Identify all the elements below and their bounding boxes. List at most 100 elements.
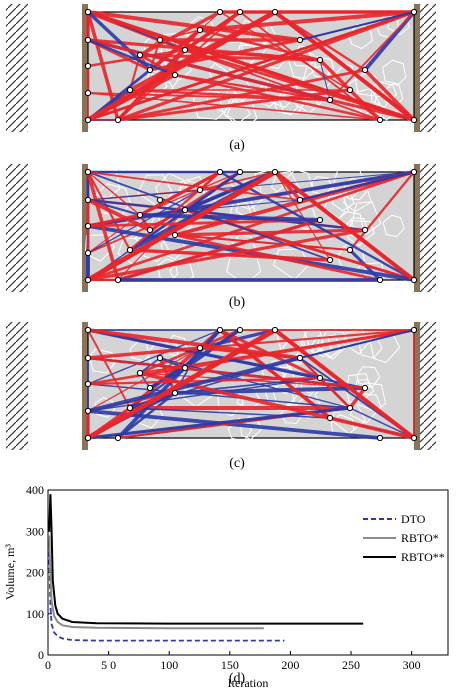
truss-node	[236, 8, 244, 16]
truss-node	[136, 51, 144, 59]
tension-member	[86, 169, 277, 283]
truss-node	[271, 168, 279, 176]
x-tick-label: 0	[45, 658, 51, 672]
series-line-rbtostarstar	[48, 494, 364, 625]
y-axis-ticks: 0 100 200 300 400	[26, 483, 52, 662]
truss-node	[181, 46, 189, 54]
tension-member	[148, 38, 302, 72]
truss-node	[216, 168, 224, 176]
tension-member	[86, 198, 152, 232]
compression-member	[87, 329, 221, 385]
truss-node	[114, 434, 122, 442]
support-wall	[82, 164, 88, 292]
compression-member	[87, 189, 201, 254]
truss-node	[171, 71, 179, 79]
compression-member	[87, 377, 321, 412]
y-tick-label: 400	[26, 483, 44, 497]
truss-node	[84, 62, 92, 70]
tension-member	[87, 92, 381, 121]
tension-member	[148, 28, 202, 72]
truss-node	[410, 116, 418, 124]
y-axis-label: Volume, m³	[3, 544, 17, 600]
truss-node	[84, 249, 92, 257]
tension-member	[198, 10, 416, 32]
voronoi-cell	[314, 377, 351, 413]
truss-node	[84, 222, 92, 230]
tension-member	[128, 248, 332, 262]
panel-a-label: (a)	[229, 138, 245, 153]
tension-member	[86, 346, 202, 360]
voronoi-cell	[331, 188, 355, 212]
truss-node	[316, 216, 324, 224]
compression-member	[86, 356, 302, 413]
truss-node	[316, 56, 324, 64]
truss-node	[361, 66, 369, 74]
truss-node	[361, 226, 369, 234]
truss-node	[84, 89, 92, 97]
tension-member	[86, 170, 416, 282]
chart-frame	[47, 489, 449, 656]
voronoi-cell	[217, 388, 244, 417]
truss-node	[196, 186, 204, 194]
legend-entry: DTO	[401, 512, 426, 526]
tension-member	[173, 228, 367, 237]
compression-member	[218, 170, 416, 282]
tension-member	[273, 328, 416, 440]
compression-member	[138, 213, 322, 222]
truss-node	[296, 196, 304, 204]
truss-node	[84, 326, 92, 334]
y-tick-label: 0	[38, 648, 44, 662]
tension-member	[86, 9, 277, 123]
tension-member	[273, 10, 416, 122]
truss-node	[181, 364, 189, 372]
tension-member	[86, 328, 302, 360]
y-tick-label: 200	[26, 566, 44, 580]
truss-node	[84, 434, 92, 442]
truss-node	[84, 36, 92, 44]
truss-node	[146, 384, 154, 392]
voronoi-cell	[355, 72, 379, 97]
support-hatch	[6, 322, 28, 450]
truss-node	[136, 211, 144, 219]
tension-member	[87, 171, 141, 216]
panel-d-label: (d)	[229, 671, 246, 686]
truss-node	[361, 384, 369, 392]
compression-member	[173, 386, 367, 395]
support-wall	[82, 4, 88, 132]
tension-member	[87, 329, 131, 409]
truss-node	[84, 196, 92, 204]
x-tick-label: 250	[342, 658, 360, 672]
compression-member	[349, 407, 415, 439]
support-hatch	[6, 4, 28, 132]
panel-b	[6, 164, 436, 292]
tension-member	[86, 38, 332, 102]
truss-node	[376, 434, 384, 442]
truss-node	[376, 276, 384, 284]
series-line-rbtostar	[48, 535, 264, 630]
compression-member	[299, 329, 415, 359]
tension-member	[198, 28, 322, 62]
truss-node	[216, 326, 224, 334]
voronoi-cell	[270, 366, 298, 395]
truss-node	[326, 96, 334, 104]
truss-node	[171, 389, 179, 397]
tension-member	[86, 366, 187, 386]
legend: DTO RBTO* RBTO**	[363, 512, 445, 564]
truss-node	[171, 231, 179, 239]
legend-entry: RBTO*	[401, 531, 439, 545]
truss-node	[84, 116, 92, 124]
tension-member	[183, 48, 416, 122]
panel-c	[6, 322, 436, 450]
truss-node	[84, 8, 92, 16]
tension-member	[86, 10, 416, 122]
compression-member	[86, 38, 177, 77]
truss-node	[410, 326, 418, 334]
truss-node	[146, 66, 154, 74]
truss-node	[271, 326, 279, 334]
tension-member	[183, 10, 242, 52]
truss-node	[84, 276, 92, 284]
truss-node	[84, 380, 92, 388]
series-line-dto	[48, 551, 285, 642]
